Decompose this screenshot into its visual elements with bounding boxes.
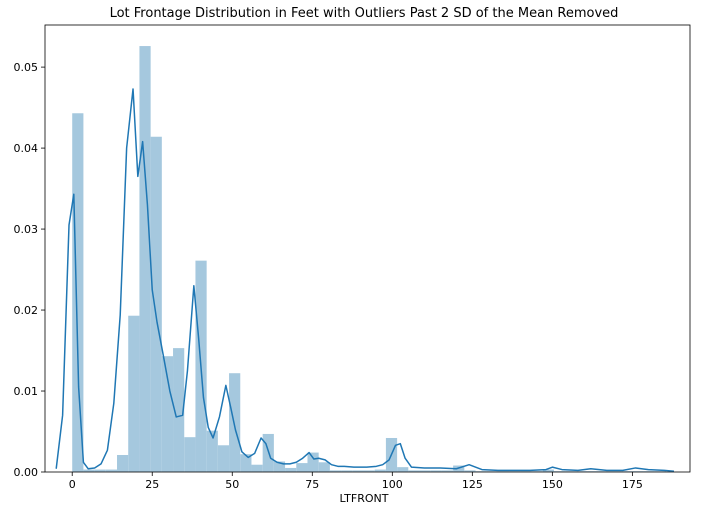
histogram-bar bbox=[206, 430, 218, 472]
histogram-bar bbox=[105, 469, 118, 472]
histogram-bar bbox=[307, 452, 319, 472]
histogram-bar bbox=[475, 471, 487, 472]
x-tick-label: 150 bbox=[542, 478, 563, 491]
y-tick-label: 0.05 bbox=[14, 61, 39, 74]
y-tick-label: 0.04 bbox=[14, 142, 39, 155]
axes: 0 25 50 75 100 125 150 175 0.00 0.01 0.02 0.03 0.04 0… bbox=[14, 24, 691, 491]
histogram-bar bbox=[430, 470, 442, 472]
histogram-bar bbox=[654, 471, 666, 472]
histogram-bar bbox=[497, 471, 510, 472]
x-tick-label: 0 bbox=[69, 478, 76, 491]
histogram-bar bbox=[643, 471, 655, 472]
histogram-bar bbox=[184, 437, 196, 472]
x-tick-label: 175 bbox=[622, 478, 643, 491]
x-tick-label: 75 bbox=[305, 478, 319, 491]
histogram-bar bbox=[598, 471, 610, 472]
histogram-bar bbox=[128, 315, 140, 472]
histogram-bar bbox=[565, 471, 577, 472]
histogram-bar bbox=[374, 469, 386, 472]
histogram-bar bbox=[553, 471, 566, 472]
histogram-bar bbox=[587, 471, 599, 472]
kde-curve-layer bbox=[55, 88, 675, 472]
histogram-bar bbox=[408, 470, 420, 472]
x-tick-label: 100 bbox=[382, 478, 403, 491]
kde-curve bbox=[55, 88, 675, 472]
x-tick-label: 50 bbox=[225, 478, 239, 491]
histogram-bar bbox=[441, 470, 454, 472]
histogram-bar bbox=[609, 471, 622, 472]
histogram-bar bbox=[173, 348, 185, 472]
histogram-bar bbox=[542, 469, 554, 472]
histogram-bar bbox=[318, 462, 330, 472]
chart-title: Lot Frontage Distribution in Feet with O… bbox=[110, 6, 619, 21]
histogram-bar bbox=[329, 470, 342, 472]
histogram-bar bbox=[240, 454, 252, 472]
histogram-bar bbox=[397, 467, 409, 472]
histogram-bar bbox=[509, 471, 521, 472]
histogram-bar bbox=[419, 470, 431, 472]
histogram-bar bbox=[621, 471, 633, 472]
histogram-bar bbox=[464, 470, 476, 472]
histogram-bar bbox=[296, 463, 308, 472]
histogram-bar bbox=[285, 467, 297, 472]
x-axis-title: LTFRONT bbox=[340, 492, 389, 505]
x-tick-label: 125 bbox=[462, 478, 483, 491]
histogram-bar bbox=[94, 469, 106, 472]
y-tick-label: 0.01 bbox=[14, 385, 39, 398]
plot-frame bbox=[44, 24, 691, 473]
y-tick-label: 0.03 bbox=[14, 223, 39, 236]
histogram-bar bbox=[273, 461, 286, 472]
histogram-bar bbox=[531, 471, 543, 472]
histogram-bar bbox=[150, 136, 162, 472]
histogram-bar bbox=[117, 454, 129, 472]
y-tick-label: 0.00 bbox=[14, 466, 39, 479]
histogram-bar bbox=[161, 356, 174, 472]
histogram-bar bbox=[217, 445, 230, 472]
y-tick-label: 0.02 bbox=[14, 304, 39, 317]
x-tick-label: 25 bbox=[145, 478, 159, 491]
histogram-bar bbox=[632, 471, 644, 472]
histogram-bar bbox=[251, 464, 263, 472]
histogram-bar bbox=[72, 113, 84, 473]
histogram-bar bbox=[341, 470, 353, 472]
histogram-bar bbox=[576, 471, 588, 472]
histogram-bar bbox=[83, 469, 95, 472]
histogram-bar bbox=[139, 46, 151, 472]
histogram-bar bbox=[520, 471, 532, 472]
histogram-bar bbox=[363, 470, 375, 472]
histogram-bar bbox=[352, 470, 364, 472]
histogram-bar bbox=[486, 471, 498, 472]
